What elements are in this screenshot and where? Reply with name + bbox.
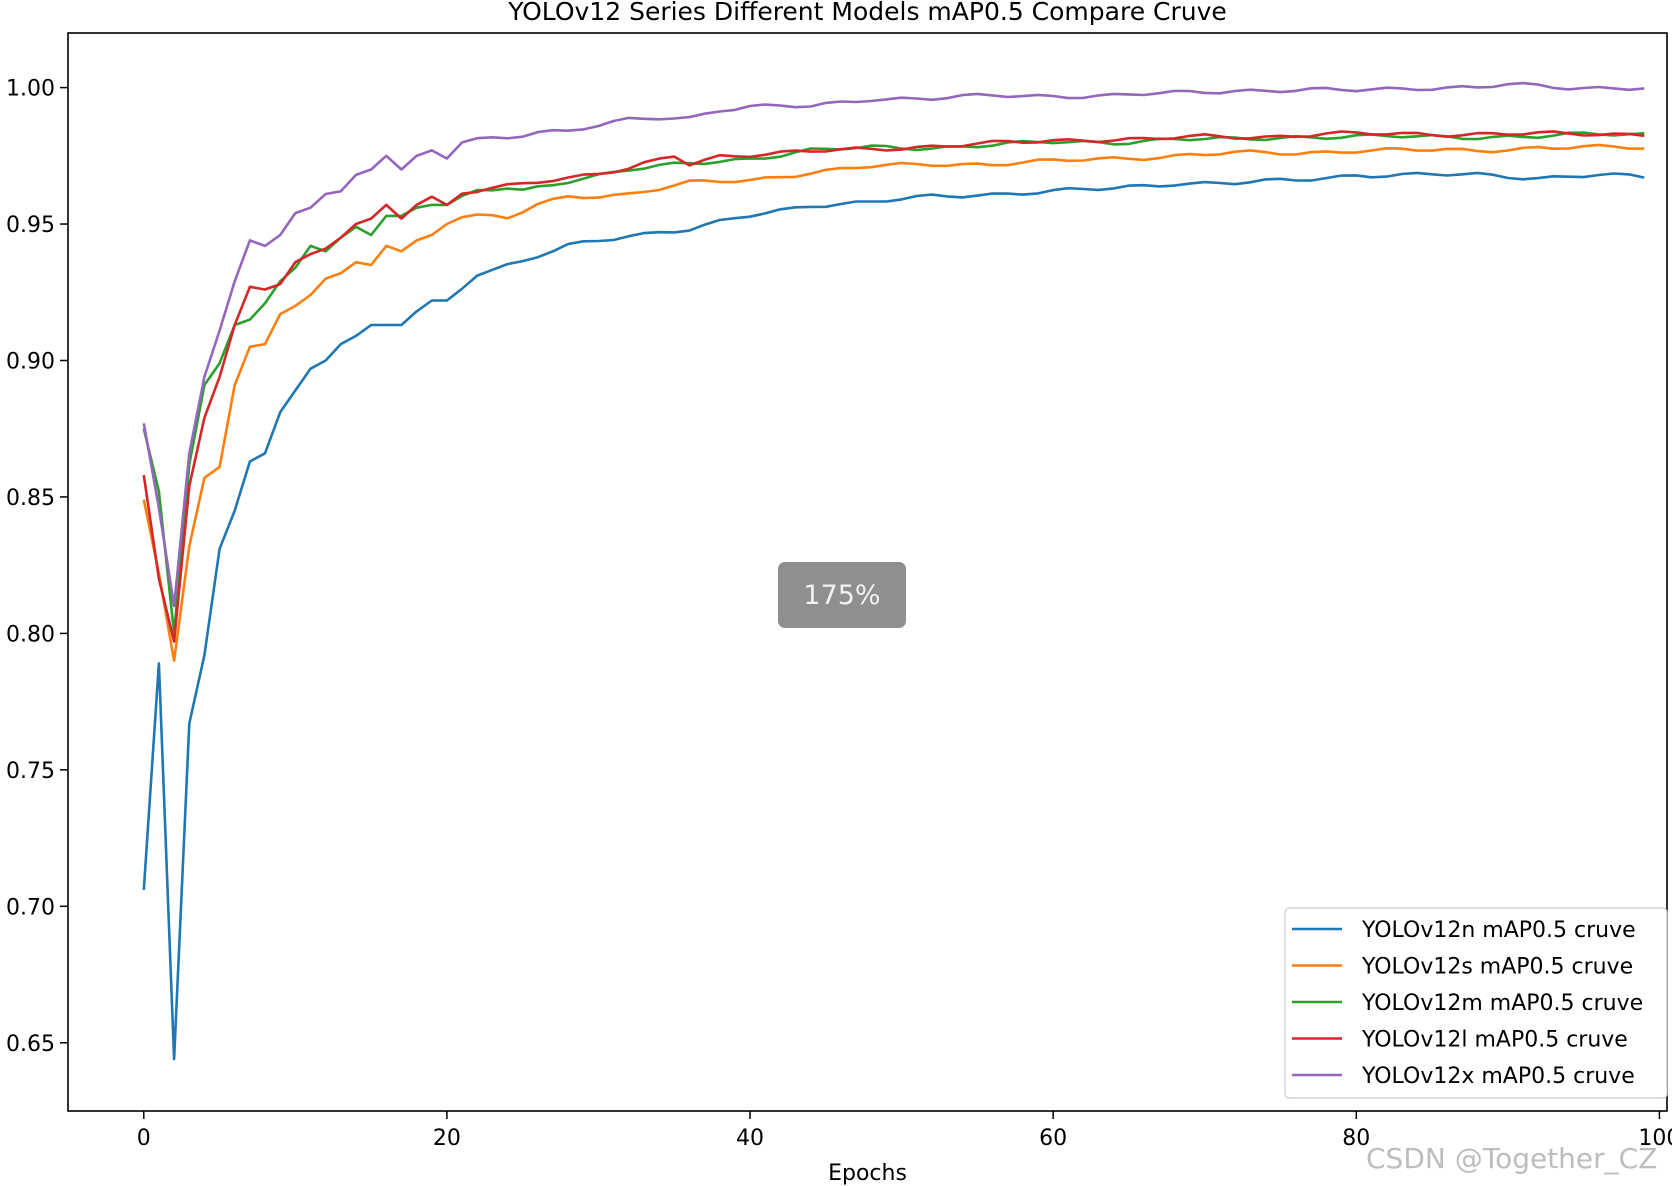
x-axis: 0 20 40 60 80 100 — [137, 1111, 1672, 1151]
zoom-level-badge: 175% — [778, 562, 906, 628]
legend: YOLOv12n mAP0.5 cruve YOLOv12s mAP0.5 cru… — [1284, 907, 1668, 1099]
legend-label: YOLOv12m mAP0.5 cruve — [1361, 991, 1643, 1016]
series-line-5 — [142, 81, 1645, 608]
x-tick-label: 80 — [1342, 1126, 1370, 1151]
y-tick-label: 0.70 — [6, 895, 55, 920]
legend-label: YOLOv12l mAP0.5 cruve — [1361, 1028, 1628, 1053]
y-tick-label: 1.00 — [6, 77, 55, 102]
y-tick-label: 0.65 — [6, 1032, 55, 1057]
watermark-text: CSDN @Together_CZ — [1366, 1142, 1657, 1175]
series-line-4 — [142, 130, 1645, 643]
plot-area — [142, 81, 1645, 1061]
y-tick-label: 0.80 — [6, 622, 55, 647]
series-line-2 — [142, 143, 1645, 663]
series-line-3 — [142, 131, 1645, 635]
y-tick-label: 0.95 — [6, 213, 55, 238]
legend-box — [1284, 907, 1668, 1099]
axes-frame — [67, 32, 1668, 1112]
legend-label: YOLOv12s mAP0.5 cruve — [1361, 955, 1633, 980]
x-axis-title: Epochs — [828, 1161, 907, 1186]
y-tick-label: 0.75 — [6, 759, 55, 784]
x-tick-label: 40 — [736, 1126, 764, 1151]
y-tick-label: 0.90 — [6, 349, 55, 374]
legend-label: YOLOv12x mAP0.5 cruve — [1361, 1064, 1635, 1089]
x-tick-label: 20 — [433, 1126, 461, 1151]
series-line-1 — [142, 171, 1645, 1061]
legend-label: YOLOv12n mAP0.5 cruve — [1361, 918, 1636, 943]
x-tick-label: 0 — [137, 1126, 151, 1151]
x-tick-label: 100 — [1638, 1126, 1672, 1151]
x-tick-label: 60 — [1039, 1126, 1067, 1151]
y-tick-label: 0.85 — [6, 486, 55, 511]
y-axis: 0.65 0.70 0.75 0.80 0.85 0.90 0.95 1.00 — [6, 77, 68, 1057]
chart-title: YOLOv12 Series Different Models mAP0.5 C… — [507, 0, 1227, 26]
